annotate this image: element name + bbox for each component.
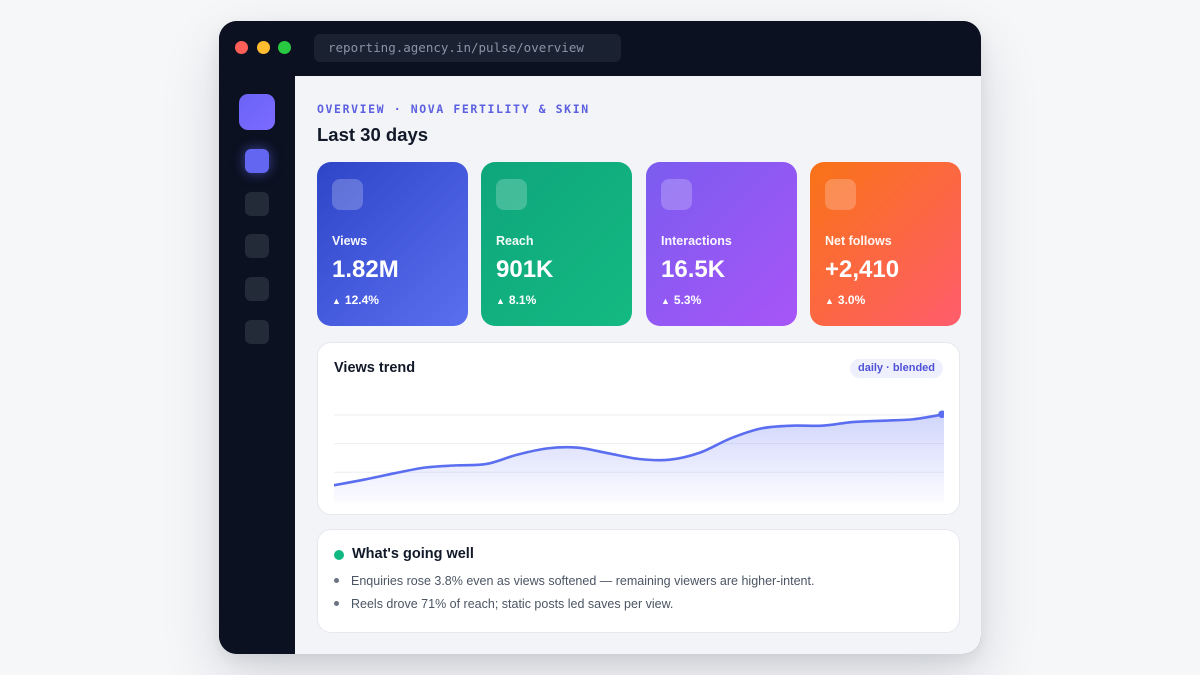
sidebar-item-1[interactable] xyxy=(245,149,269,173)
kpi-delta: ▲ 8.1% xyxy=(496,293,536,307)
minimize-window-button[interactable] xyxy=(257,41,270,54)
up-arrow-icon: ▲ xyxy=(496,296,505,306)
views-trend-chart xyxy=(334,410,944,503)
kpi-card-views[interactable]: Views 1.82M ▲ 12.4% xyxy=(317,162,468,326)
sidebar-item-3[interactable] xyxy=(245,234,269,258)
breadcrumb: OVERVIEW · NOVA FERTILITY & SKIN xyxy=(317,102,590,116)
kpi-label: Views xyxy=(332,234,368,248)
sidebar-item-4[interactable] xyxy=(245,277,269,301)
page-title: Last 30 days xyxy=(317,124,429,145)
app-logo[interactable] xyxy=(239,94,275,130)
address-bar[interactable]: reporting.agency.in/pulse/overview xyxy=(314,34,621,62)
list-item: Reels drove 71% of reach; static posts l… xyxy=(334,597,673,611)
views-trend-panel: Views trend daily · blended xyxy=(317,342,960,515)
views-icon xyxy=(332,179,363,210)
follows-icon xyxy=(825,179,856,210)
kpi-value: 1.82M xyxy=(332,256,399,283)
insight-text: Enquiries rose 3.8% even as views soften… xyxy=(351,574,815,588)
kpi-delta: ▲ 12.4% xyxy=(332,293,379,307)
main-content: OVERVIEW · NOVA FERTILITY & SKIN Last 30… xyxy=(295,76,981,654)
kpi-value: 16.5K xyxy=(661,256,726,283)
bullet-icon xyxy=(334,578,339,584)
trend-area xyxy=(334,414,944,503)
kpi-label: Reach xyxy=(496,234,534,248)
insights-panel: What's going well Enquiries rose 3.8% ev… xyxy=(317,529,960,633)
sidebar-item-5[interactable] xyxy=(245,320,269,344)
up-arrow-icon: ▲ xyxy=(825,296,834,306)
up-arrow-icon: ▲ xyxy=(661,296,670,306)
kpi-delta: ▲ 3.0% xyxy=(825,293,865,307)
trend-mode-badge[interactable]: daily · blended xyxy=(849,359,943,378)
title-bar: reporting.agency.in/pulse/overview xyxy=(219,21,981,76)
kpi-delta-value: 8.1% xyxy=(508,293,537,307)
trend-line xyxy=(334,412,944,487)
browser-window: reporting.agency.in/pulse/overview OVERV… xyxy=(219,21,981,654)
trend-title: Views trend xyxy=(334,360,416,376)
kpi-value: 901K xyxy=(496,256,554,283)
sidebar-item-2[interactable] xyxy=(245,192,269,216)
kpi-label: Interactions xyxy=(661,234,732,248)
sidebar xyxy=(219,76,295,654)
list-item: Enquiries rose 3.8% even as views soften… xyxy=(334,574,814,588)
up-arrow-icon: ▲ xyxy=(332,296,341,306)
kpi-value: +2,410 xyxy=(825,256,900,283)
kpi-delta-value: 3.0% xyxy=(837,293,866,307)
kpi-card-net-follows[interactable]: Net follows +2,410 ▲ 3.0% xyxy=(810,162,961,326)
kpi-label: Net follows xyxy=(825,234,892,248)
maximize-window-button[interactable] xyxy=(278,41,291,54)
trend-endpoint[interactable] xyxy=(938,410,944,419)
status-dot-icon xyxy=(334,550,344,560)
kpi-delta: ▲ 5.3% xyxy=(661,293,701,307)
kpi-card-reach[interactable]: Reach 901K ▲ 8.1% xyxy=(481,162,632,326)
kpi-delta-value: 5.3% xyxy=(673,293,702,307)
bullet-icon xyxy=(334,601,339,607)
reach-icon xyxy=(496,179,527,210)
insights-title: What's going well xyxy=(352,546,474,562)
insight-text: Reels drove 71% of reach; static posts l… xyxy=(351,597,674,611)
kpi-delta-value: 12.4% xyxy=(344,293,379,307)
close-window-button[interactable] xyxy=(235,41,248,54)
kpi-card-interactions[interactable]: Interactions 16.5K ▲ 5.3% xyxy=(646,162,797,326)
interactions-icon xyxy=(661,179,692,210)
